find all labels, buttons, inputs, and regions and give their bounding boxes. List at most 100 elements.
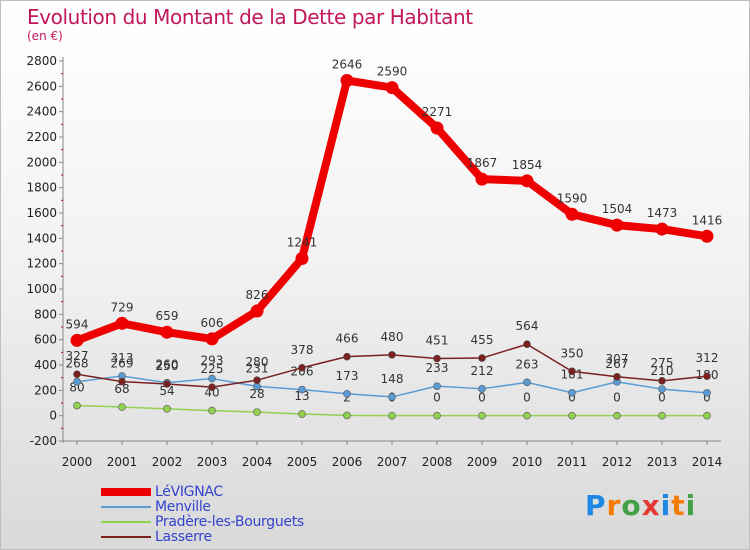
data-point [70, 333, 84, 347]
data-point [208, 374, 216, 383]
data-point [73, 370, 81, 379]
data-point [520, 174, 534, 188]
logo-letter: P [585, 489, 607, 522]
data-label: 293 [201, 354, 224, 368]
data-point [703, 411, 711, 420]
y-tick-label: 2200 [26, 130, 57, 144]
data-label: 268 [66, 357, 89, 371]
data-point [523, 378, 531, 387]
data-label: 0 [568, 391, 576, 405]
data-label: 0 [703, 391, 711, 405]
data-label: 40 [204, 386, 219, 400]
x-tick-label: 2012 [602, 455, 633, 469]
data-point [115, 316, 129, 330]
x-tick-label: 2003 [197, 455, 228, 469]
y-tick-label: 2600 [26, 79, 57, 93]
data-point [298, 410, 306, 418]
logo-letter: x [641, 489, 661, 522]
data-label: 0 [433, 391, 441, 405]
data-point [610, 218, 624, 232]
data-label: 0 [523, 391, 531, 405]
data-label: 826 [246, 288, 269, 302]
data-label: 173 [336, 369, 359, 383]
data-point [250, 304, 264, 318]
data-label: 267 [606, 357, 629, 371]
data-point [658, 385, 666, 393]
data-point [205, 332, 219, 346]
data-point [523, 340, 531, 349]
data-label: 233 [426, 361, 449, 375]
y-tick-label: 2400 [26, 105, 57, 119]
data-label: 210 [651, 364, 674, 378]
data-point [118, 403, 126, 411]
data-point [388, 393, 396, 401]
legend-item: Lasserre [101, 529, 361, 545]
data-label: 0 [478, 391, 486, 405]
x-tick-label: 2005 [287, 455, 318, 469]
data-label: 451 [426, 334, 449, 348]
data-label: 659 [156, 309, 179, 323]
legend-label: Lasserre [155, 529, 212, 545]
data-label: 263 [516, 357, 539, 371]
data-label: 1590 [557, 191, 588, 205]
logo-letter: r [606, 489, 622, 522]
data-point [343, 389, 351, 398]
data-point [568, 411, 576, 420]
legend-label: Menville [155, 499, 211, 515]
data-label: 0 [613, 391, 621, 405]
data-label: 1473 [647, 206, 678, 220]
data-label: 0 [658, 391, 666, 405]
x-tick-label: 2002 [152, 455, 183, 469]
data-label: 1241 [287, 235, 318, 249]
data-point [160, 325, 174, 339]
data-label: 480 [381, 330, 404, 344]
data-label: 564 [516, 319, 539, 333]
data-label: 13 [294, 389, 309, 403]
x-tick-label: 2004 [242, 455, 273, 469]
data-label: 327 [66, 349, 89, 363]
x-tick-label: 2013 [647, 455, 678, 469]
data-point [478, 354, 486, 362]
y-tick-label: 200 [34, 383, 57, 397]
y-tick-label: -200 [30, 434, 57, 448]
x-tick-label: 2011 [557, 455, 588, 469]
legend-item: LéVIGNAC [101, 484, 361, 500]
data-label: 606 [201, 316, 224, 330]
x-tick-label: 2010 [512, 455, 543, 469]
data-label: 2646 [332, 58, 363, 72]
x-tick-label: 2009 [467, 455, 498, 469]
y-tick-label: 1200 [26, 257, 57, 271]
y-tick-label: 1000 [26, 282, 57, 296]
data-label: 80 [69, 381, 84, 395]
legend-swatch [101, 506, 151, 508]
logo-letter: i [685, 489, 697, 522]
data-point [295, 251, 309, 265]
y-tick-label: 400 [34, 358, 57, 372]
y-tick-label: 800 [34, 307, 57, 321]
data-point [385, 81, 399, 95]
data-label: 225 [201, 362, 224, 376]
chart-title: Evolution du Montant de la Dette par Hab… [27, 5, 473, 29]
legend-swatch [101, 536, 151, 538]
data-label: 2271 [422, 105, 453, 119]
x-tick-label: 2014 [692, 455, 723, 469]
data-point [388, 351, 396, 359]
data-label: 275 [651, 356, 674, 370]
data-label: 1416 [692, 213, 723, 227]
y-tick-label: 2000 [26, 155, 57, 169]
data-label: 594 [66, 317, 89, 331]
data-label: 2590 [377, 65, 408, 79]
data-point [565, 207, 579, 221]
data-point [298, 385, 306, 394]
data-point [703, 389, 711, 397]
y-tick-label: 1600 [26, 206, 57, 220]
data-point [703, 372, 711, 380]
data-label: 350 [561, 346, 584, 360]
data-label: 269 [111, 357, 134, 371]
data-point [613, 411, 621, 420]
data-label: 455 [471, 333, 494, 347]
data-point [163, 380, 171, 388]
legend-item: Menville [101, 499, 361, 515]
data-point [253, 408, 261, 416]
